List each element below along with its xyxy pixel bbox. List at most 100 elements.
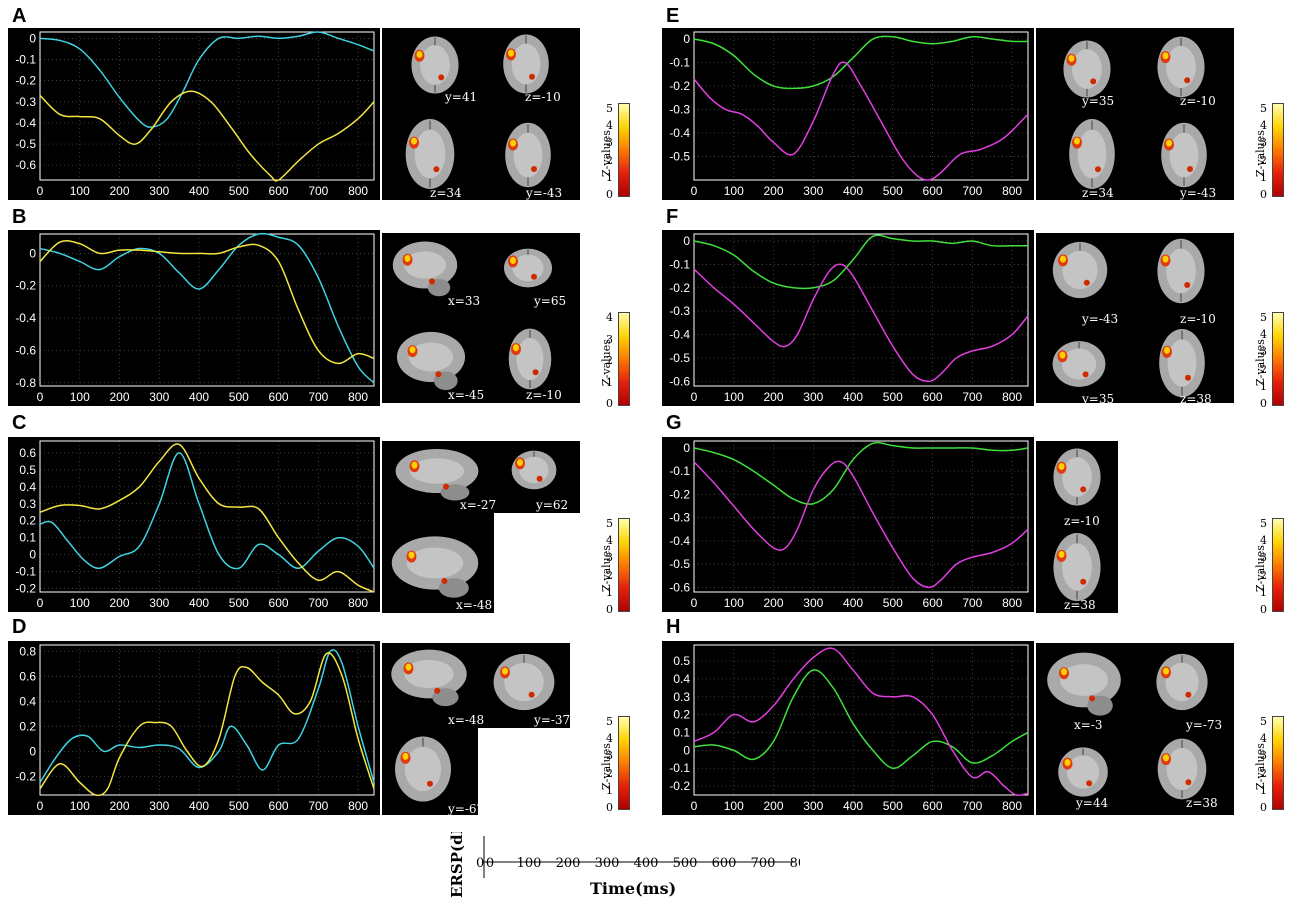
x-tick-label: 100 bbox=[724, 184, 744, 198]
brain-slice-d-3 bbox=[395, 736, 451, 802]
legend-x-tick-label: 500 bbox=[673, 856, 698, 871]
brain-slice-b-1 bbox=[392, 241, 458, 297]
colorbar-tick: 3 bbox=[1260, 345, 1267, 359]
x-tick-label: 300 bbox=[149, 799, 169, 813]
x-tick-label: 0 bbox=[691, 390, 698, 404]
brain-coord-label: x=-3 bbox=[1074, 718, 1103, 732]
y-tick-label: -0.1 bbox=[669, 761, 690, 775]
x-tick-label: 100 bbox=[70, 799, 90, 813]
brain-slice-f-3 bbox=[1052, 341, 1106, 387]
y-tick-label: -0.6 bbox=[15, 158, 36, 172]
brain-slice-b-2 bbox=[504, 248, 552, 288]
plot-frame bbox=[693, 31, 1029, 181]
y-tick-label: -0.2 bbox=[669, 79, 690, 93]
brain-coord-label: z=-10 bbox=[1180, 94, 1216, 108]
series-line-magenta bbox=[693, 647, 1029, 797]
brain-slice-h-4 bbox=[1157, 738, 1207, 800]
plot-svg-f: 0 100 200 300 400 500 600 700 800 0 -0.1 -0.2 -0.3 -0… bbox=[669, 233, 1029, 404]
brain-coord-label: y=35 bbox=[1082, 94, 1115, 108]
plot-e: 0 100 200 300 400 500 600 700 800 0 -0.1 -0.2 -0.3 -0… bbox=[662, 28, 1034, 200]
plot-frame bbox=[693, 233, 1029, 387]
series-line-yellow bbox=[39, 240, 375, 365]
colorbar-tick: 4 bbox=[1260, 732, 1267, 746]
colorbar-g: Z-values 5 4 3 2 1 0 bbox=[1254, 517, 1294, 616]
colorbar-gradient bbox=[618, 312, 630, 406]
y-tick-label: -0.6 bbox=[15, 343, 36, 357]
x-tick-label: 500 bbox=[229, 596, 249, 610]
colorbar-tick: 5 bbox=[1260, 517, 1267, 530]
x-tick-label: 500 bbox=[883, 390, 903, 404]
y-tick-label: -0.1 bbox=[669, 56, 690, 70]
colorbar-tick: 2 bbox=[606, 568, 613, 582]
x-tick-label: 200 bbox=[110, 799, 130, 813]
colorbar-tick: 2 bbox=[606, 766, 613, 780]
panel-letter-d: D bbox=[12, 616, 27, 638]
colorbar-tick: 4 bbox=[606, 534, 613, 548]
brain-coord-label: z=34 bbox=[430, 186, 462, 200]
x-tick-label: 0 bbox=[691, 184, 698, 198]
legend-ylabel: ERSP(dB) bbox=[448, 832, 466, 898]
y-tick-label: 0 bbox=[29, 246, 36, 260]
brain-slice-c-2 bbox=[511, 450, 557, 490]
brain-slice-h-2 bbox=[1156, 653, 1208, 711]
brain-slice-a-4 bbox=[505, 122, 551, 188]
x-tick-label: 300 bbox=[803, 390, 823, 404]
colorbar-tick: 2 bbox=[1260, 153, 1267, 167]
brain-coord-label: z=-10 bbox=[1064, 514, 1100, 528]
x-tick-label: 400 bbox=[843, 184, 863, 198]
brain-coord-label: y=35 bbox=[1082, 392, 1115, 406]
brain-coord-label: x=-45 bbox=[448, 388, 485, 402]
legend-axis: ERSP(dB) 0 0 100 200 300 400 500 600 700 800 Tim… bbox=[448, 832, 800, 898]
y-tick-label: -0.4 bbox=[669, 126, 690, 140]
y-tick-label: 0.2 bbox=[19, 514, 36, 528]
legend-x-tick-label: 700 bbox=[751, 856, 776, 871]
plot-svg-e: 0 100 200 300 400 500 600 700 800 0 -0.1 -0.2 -0.3 -0… bbox=[669, 31, 1029, 198]
colorbar-d: Z-values 5 4 3 2 1 0 bbox=[600, 715, 640, 814]
colorbar-tick: 2 bbox=[606, 354, 613, 367]
y-tick-label: -0.1 bbox=[15, 52, 36, 66]
y-tick-label: 0.2 bbox=[19, 719, 36, 733]
x-tick-label: 600 bbox=[923, 799, 943, 813]
colorbar-tick: 5 bbox=[606, 715, 613, 728]
series-line-green bbox=[693, 669, 1029, 769]
brain-slice-f-4 bbox=[1159, 328, 1205, 398]
colorbar-c: Z-values 5 4 3 2 1 0 bbox=[600, 517, 640, 616]
x-tick-label: 400 bbox=[189, 596, 209, 610]
brain-slice-c-3 bbox=[391, 536, 479, 598]
y-tick-label: 0 bbox=[29, 548, 36, 562]
series-line-cyan bbox=[39, 648, 375, 783]
colorbar-tick: 0 bbox=[606, 397, 613, 410]
colorbar-tick: 3 bbox=[606, 749, 613, 763]
legend-xlabel: Time(ms) bbox=[590, 879, 676, 898]
colorbar-gradient bbox=[1272, 312, 1284, 406]
x-tick-label: 500 bbox=[229, 799, 249, 813]
series-line-yellow bbox=[39, 652, 375, 797]
x-tick-label: 100 bbox=[70, 390, 90, 404]
brain-slice-c-1 bbox=[395, 448, 479, 501]
plot-svg-b: 0 100 200 300 400 500 600 700 800 0 -0.2 -0.4 -0.6 -0… bbox=[15, 232, 375, 404]
plot-d: 0 100 200 300 400 500 600 700 800 0.8 0.6 0.4 0.2 0 -0… bbox=[8, 641, 380, 815]
series-line-cyan bbox=[39, 452, 375, 570]
panel-letter-f: F bbox=[666, 206, 679, 228]
x-tick-label: 100 bbox=[724, 799, 744, 813]
plot-frame bbox=[39, 233, 375, 387]
colorbar-tick: 0 bbox=[1260, 397, 1267, 410]
y-tick-label: -0.1 bbox=[669, 257, 690, 271]
colorbar-tick: 3 bbox=[1260, 551, 1267, 565]
series-line-magenta bbox=[693, 263, 1029, 383]
x-tick-label: 700 bbox=[308, 390, 328, 404]
brain-slice-g-2 bbox=[1053, 532, 1101, 602]
brain-coord-label: y=62 bbox=[536, 498, 569, 512]
x-tick-label: 400 bbox=[189, 184, 209, 198]
brain-coord-label: x=33 bbox=[448, 294, 481, 308]
x-tick-label: 700 bbox=[962, 390, 982, 404]
plot-svg-d: 0 100 200 300 400 500 600 700 800 0.8 0.6 0.4 0.2 0 -0… bbox=[15, 644, 375, 813]
x-tick-label: 300 bbox=[149, 390, 169, 404]
brain-coord-label: z=-10 bbox=[1180, 312, 1216, 326]
brain-slice-h-1 bbox=[1047, 652, 1121, 716]
x-tick-label: 0 bbox=[37, 596, 44, 610]
panel-letter-b: B bbox=[12, 206, 27, 228]
panel-letter-e: E bbox=[666, 5, 680, 27]
y-tick-label: -0.2 bbox=[15, 279, 36, 293]
colorbar-gradient bbox=[1272, 103, 1284, 197]
